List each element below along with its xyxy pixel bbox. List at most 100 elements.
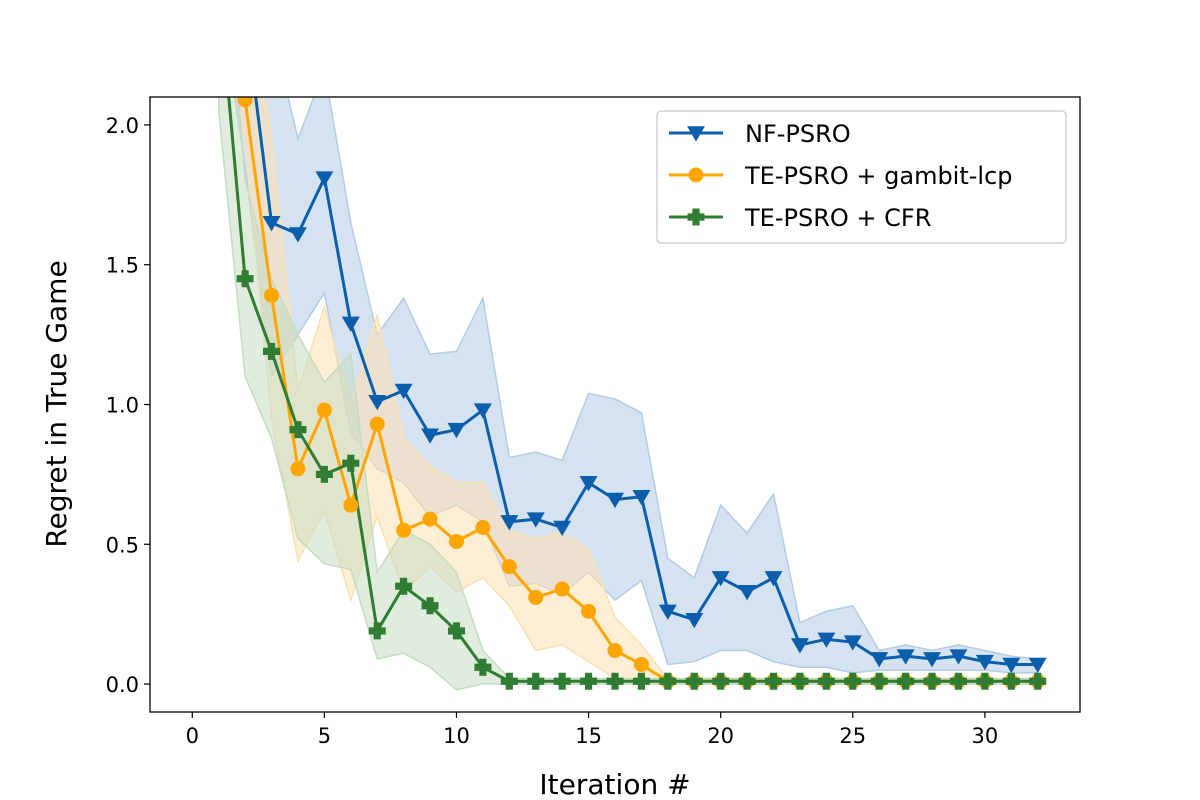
series-2-point — [1002, 672, 1020, 690]
series-1-point — [501, 559, 517, 575]
series-0-point — [236, 6, 254, 21]
series-0-point — [288, 227, 307, 243]
series-1-point — [264, 287, 280, 303]
series-2-point — [712, 672, 730, 690]
series-2-point — [738, 672, 756, 690]
y-axis-ticks: 0.0 0.5 1.0 1.5 2.0 — [106, 114, 150, 697]
series-0-point — [790, 638, 809, 654]
series-2-point — [923, 672, 941, 690]
series-0-point — [473, 403, 492, 419]
series-0-point — [923, 652, 942, 668]
series-0-point — [764, 571, 783, 587]
series-2-point — [289, 421, 307, 439]
legend-box — [656, 110, 1067, 244]
series-2-point — [421, 597, 439, 615]
series-0-point — [606, 492, 624, 509]
series-2-point — [474, 658, 492, 676]
x-tick-label: 30 — [972, 724, 999, 748]
series-1-point — [633, 656, 649, 672]
legend-label: NF-PSRO — [745, 120, 851, 148]
series-2-point — [685, 672, 703, 690]
legend-marker — [687, 126, 705, 142]
series-2-point — [395, 577, 413, 595]
series-1-point — [290, 461, 306, 477]
series-0-point — [738, 585, 757, 601]
confidence-bands — [217, 97, 1039, 691]
legend: NF-PSRO TE-PSRO + gambit-lcp TE-PSRO + CFR — [656, 110, 1067, 244]
series-0-point — [658, 604, 677, 620]
legend-label: TE-PSRO + gambit-lcp — [744, 162, 1013, 190]
series-0-point — [579, 476, 598, 492]
x-tick-label: 20 — [707, 724, 734, 748]
series-1-point — [448, 533, 464, 549]
series-0-point — [421, 428, 440, 444]
series-0-point — [447, 422, 466, 439]
series-2-point — [236, 270, 254, 288]
series-0-point — [975, 654, 994, 671]
series-markers — [236, 6, 1047, 690]
y-tick-label: 1.5 — [106, 254, 139, 278]
series-2-point — [976, 672, 994, 690]
series-1-point — [316, 402, 332, 418]
series-2-point — [844, 672, 862, 690]
x-tick-label: 0 — [186, 724, 199, 748]
series-2-point — [447, 622, 465, 640]
series-1-point — [607, 643, 623, 658]
series-0-point — [262, 216, 281, 232]
x-tick-label: 5 — [318, 724, 331, 748]
legend-marker — [688, 167, 704, 183]
series-0-point — [1028, 657, 1047, 674]
series-1-point — [369, 416, 385, 432]
x-axis-label: Iteration # — [539, 768, 690, 800]
y-tick-label: 2.0 — [106, 114, 139, 138]
x-axis-ticks: 0 5 10 15 20 25 30 — [186, 712, 999, 748]
series-0-point — [896, 649, 915, 665]
y-tick-label: 0.0 — [106, 673, 139, 697]
series-2-point — [632, 672, 650, 690]
series-1-point — [343, 497, 359, 513]
x-tick-label: 25 — [839, 724, 866, 748]
series-2-point — [606, 672, 624, 690]
series-2-point — [263, 342, 281, 360]
series-0-point — [553, 520, 572, 537]
series-1-point — [422, 511, 438, 527]
series-2-point — [897, 672, 915, 690]
series-2-point — [659, 672, 677, 690]
series-0-point — [843, 635, 862, 651]
series-2-point — [553, 672, 571, 690]
x-tick-label: 15 — [575, 724, 602, 748]
series-0-point — [500, 515, 519, 531]
series-0-point — [526, 512, 545, 528]
series-0-confidence-band — [234, 97, 1039, 674]
y-axis-label: Regret in True Game — [40, 260, 73, 547]
series-0-point — [368, 394, 387, 411]
x-tick-label: 10 — [443, 724, 470, 748]
series-1-point — [475, 520, 491, 535]
series-2-point — [315, 465, 333, 483]
series-2-point — [527, 672, 545, 690]
series-2-point — [580, 672, 598, 690]
series-2-point — [342, 454, 360, 472]
series-2-point — [765, 672, 783, 690]
series-2-point — [368, 622, 386, 640]
series-1-point — [528, 589, 544, 605]
series-0-point — [394, 383, 413, 400]
series-0-point — [341, 316, 360, 332]
series-1-point — [554, 581, 570, 597]
series-2-point — [1029, 672, 1047, 690]
series-0-point — [817, 632, 836, 648]
series-0-point — [870, 652, 889, 668]
series-1-point — [581, 603, 597, 619]
series-0-point — [315, 171, 334, 187]
legend-label: TE-PSRO + CFR — [744, 204, 931, 232]
y-tick-label: 0.5 — [106, 533, 139, 557]
series-2-point — [870, 672, 888, 690]
series-2-point — [500, 672, 518, 690]
y-tick-label: 1.0 — [106, 394, 139, 418]
series-0-point — [1002, 657, 1021, 674]
series-2-point — [817, 672, 835, 690]
series-1-point — [237, 97, 253, 108]
series-0-point — [949, 649, 968, 665]
series-0-point — [685, 613, 704, 629]
